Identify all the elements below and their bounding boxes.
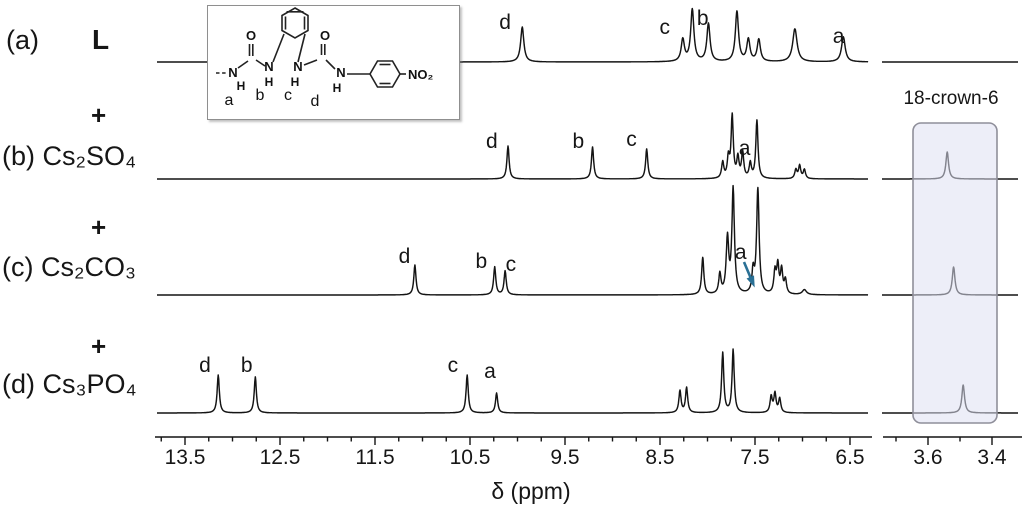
peak-label-d-c: c [448,354,459,377]
x-axis-title: δ (ppm) [491,478,571,504]
atom-label-N: N [264,59,273,74]
compound-cs2co3: Cs₂CO₃ [41,252,136,282]
plus-sign-d: + [91,331,107,361]
peak-label-d-a: a [484,360,496,383]
atom-label-O: O [320,28,330,43]
peak-label-c-c: c [506,253,517,276]
compound-cs2so4: Cs₂SO₄ [42,141,137,171]
atom-label-H: H [237,79,246,93]
peak-label-d-d: d [199,354,211,377]
tick-label-7.5: 7.5 [740,446,769,469]
atom-label-H: H [333,81,342,95]
atom-label-H: H [291,75,300,89]
atom-label-N: N [293,59,302,74]
tick-label-6.5: 6.5 [835,446,864,469]
atom-label-a: a [225,92,234,109]
row-label-c: (c) Cs₂CO₃ [2,252,136,282]
spectrum-trace-c [156,184,869,296]
peak-label-b-d: d [486,130,498,153]
peak-label-c-b: b [476,250,488,273]
peak-label-c-a: a [735,241,747,264]
tick-label-11.5: 11.5 [355,446,394,469]
peak-a-arrowhead [746,275,755,288]
tick-label-8.5: 8.5 [645,446,674,469]
peak-label-a-a: a [833,25,845,48]
peak-label-b-a: a [739,137,751,160]
spectrum-trace-d [156,348,869,414]
row-label-b: (b) Cs₂SO₄ [2,141,137,171]
tick-label-3.6: 3.6 [913,446,942,469]
atom-label-H: H [265,75,274,89]
atom-label-b: b [256,87,265,104]
peak-label-a-c: c [660,16,671,39]
spectrum-trace-b [156,112,869,180]
atom-label-O: O [246,28,256,43]
peak-label-c-d: d [399,245,411,268]
atom-label-N: N [228,65,237,80]
peak-label-b-b: b [572,130,584,153]
atom-label-N: N [336,65,345,80]
peak-label-a-b: b [697,7,709,30]
row-label-d: (d) Cs₃PO₄ [2,369,137,399]
tick-label-12.5: 12.5 [260,446,301,469]
peak-label-a-d: d [499,11,511,34]
atom-label-d: d [311,93,320,110]
tick-label-10.5: 10.5 [450,446,491,469]
atom-label-c: c [284,87,292,104]
tick-label-9.5: 9.5 [550,446,579,469]
plus-sign-c: + [91,212,107,242]
crown-ether-label: 18-crown-6 [903,88,999,109]
peak-label-d-b: b [241,354,253,377]
tick-label-3.4: 3.4 [977,446,1007,469]
crown-highlight-box [912,122,998,424]
row-label-a: (a) [6,25,39,55]
compound-L: L [92,24,110,55]
atom-label-no2: NO₂ [408,67,434,82]
plus-sign-b: + [91,100,107,130]
peak-label-b-c: c [626,128,637,151]
compound-cs3po4: Cs₃PO₄ [42,369,137,399]
tick-label-13.5: 13.5 [165,446,206,469]
